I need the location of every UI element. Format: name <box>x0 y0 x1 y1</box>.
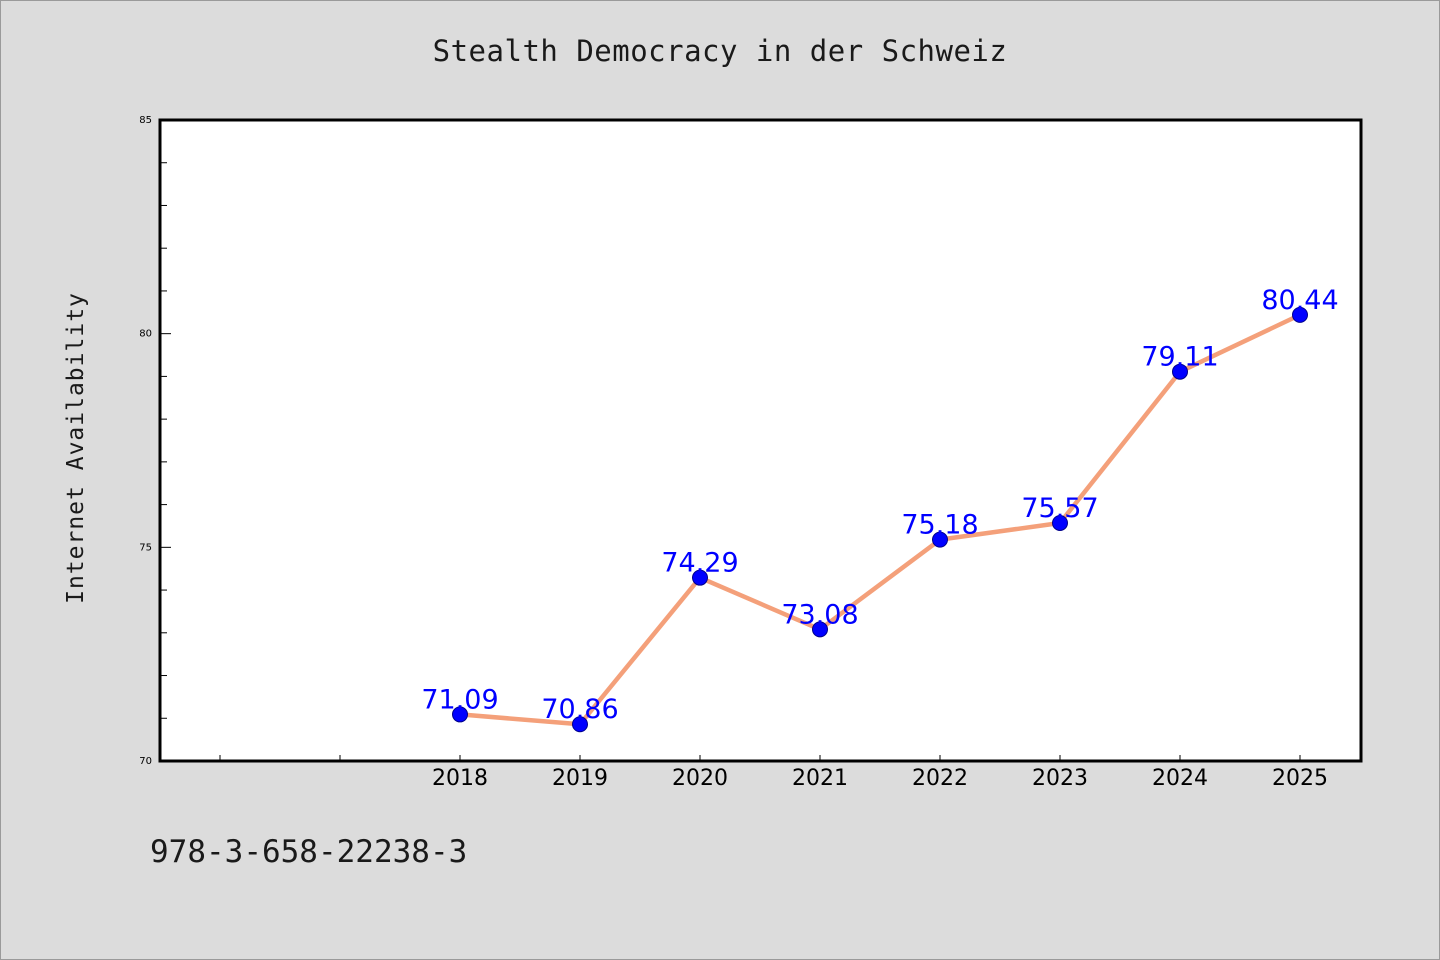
data-label: 79.11 <box>1141 342 1218 373</box>
series-line <box>457 312 1303 727</box>
y-tick-label: 70 <box>139 756 152 767</box>
x-tick-label: 2018 <box>432 766 488 791</box>
data-label: 75.57 <box>1021 493 1098 524</box>
data-point <box>1052 514 1068 531</box>
data-label: 73.08 <box>781 599 858 630</box>
data-series <box>452 306 1308 733</box>
x-tick-label: 2022 <box>912 766 968 791</box>
data-label: 74.29 <box>661 548 738 579</box>
x-tick-label: 2023 <box>1032 766 1088 791</box>
data-point <box>572 716 588 733</box>
x-tick-label: 2019 <box>552 766 608 791</box>
data-point <box>932 531 948 548</box>
x-tick-label: 2021 <box>792 766 848 791</box>
y-tick-label: 85 <box>139 115 152 126</box>
data-label: 70.86 <box>541 694 618 725</box>
data-label: 75.18 <box>901 510 978 541</box>
x-tick-label: 2024 <box>1152 766 1208 791</box>
x-axis-ticks: 2018 2019 2020 2021 2022 2023 2024 2025 <box>219 755 1328 791</box>
data-point <box>1292 306 1308 323</box>
data-label: 71.09 <box>421 684 498 715</box>
plot-area <box>158 118 1363 763</box>
data-point <box>692 569 708 586</box>
y-tick-label: 75 <box>139 542 152 553</box>
isbn-code: 978-3-658-22238-3 <box>150 834 468 870</box>
chart-title: Stealth Democracy in der Schweiz <box>432 34 1008 68</box>
data-label: 80.44 <box>1261 285 1338 316</box>
data-point <box>812 621 828 638</box>
data-labels: 71.09 70.86 74.29 73.08 75.18 75.57 79.11 80.44 <box>421 285 1338 725</box>
x-tick-label: 2025 <box>1272 766 1328 791</box>
y-tick-label: 80 <box>139 329 152 340</box>
data-point <box>452 706 468 723</box>
data-point <box>1172 363 1188 380</box>
x-tick-label: 2020 <box>672 766 728 791</box>
y-axis-ticks: 70 75 80 85 <box>139 115 171 767</box>
